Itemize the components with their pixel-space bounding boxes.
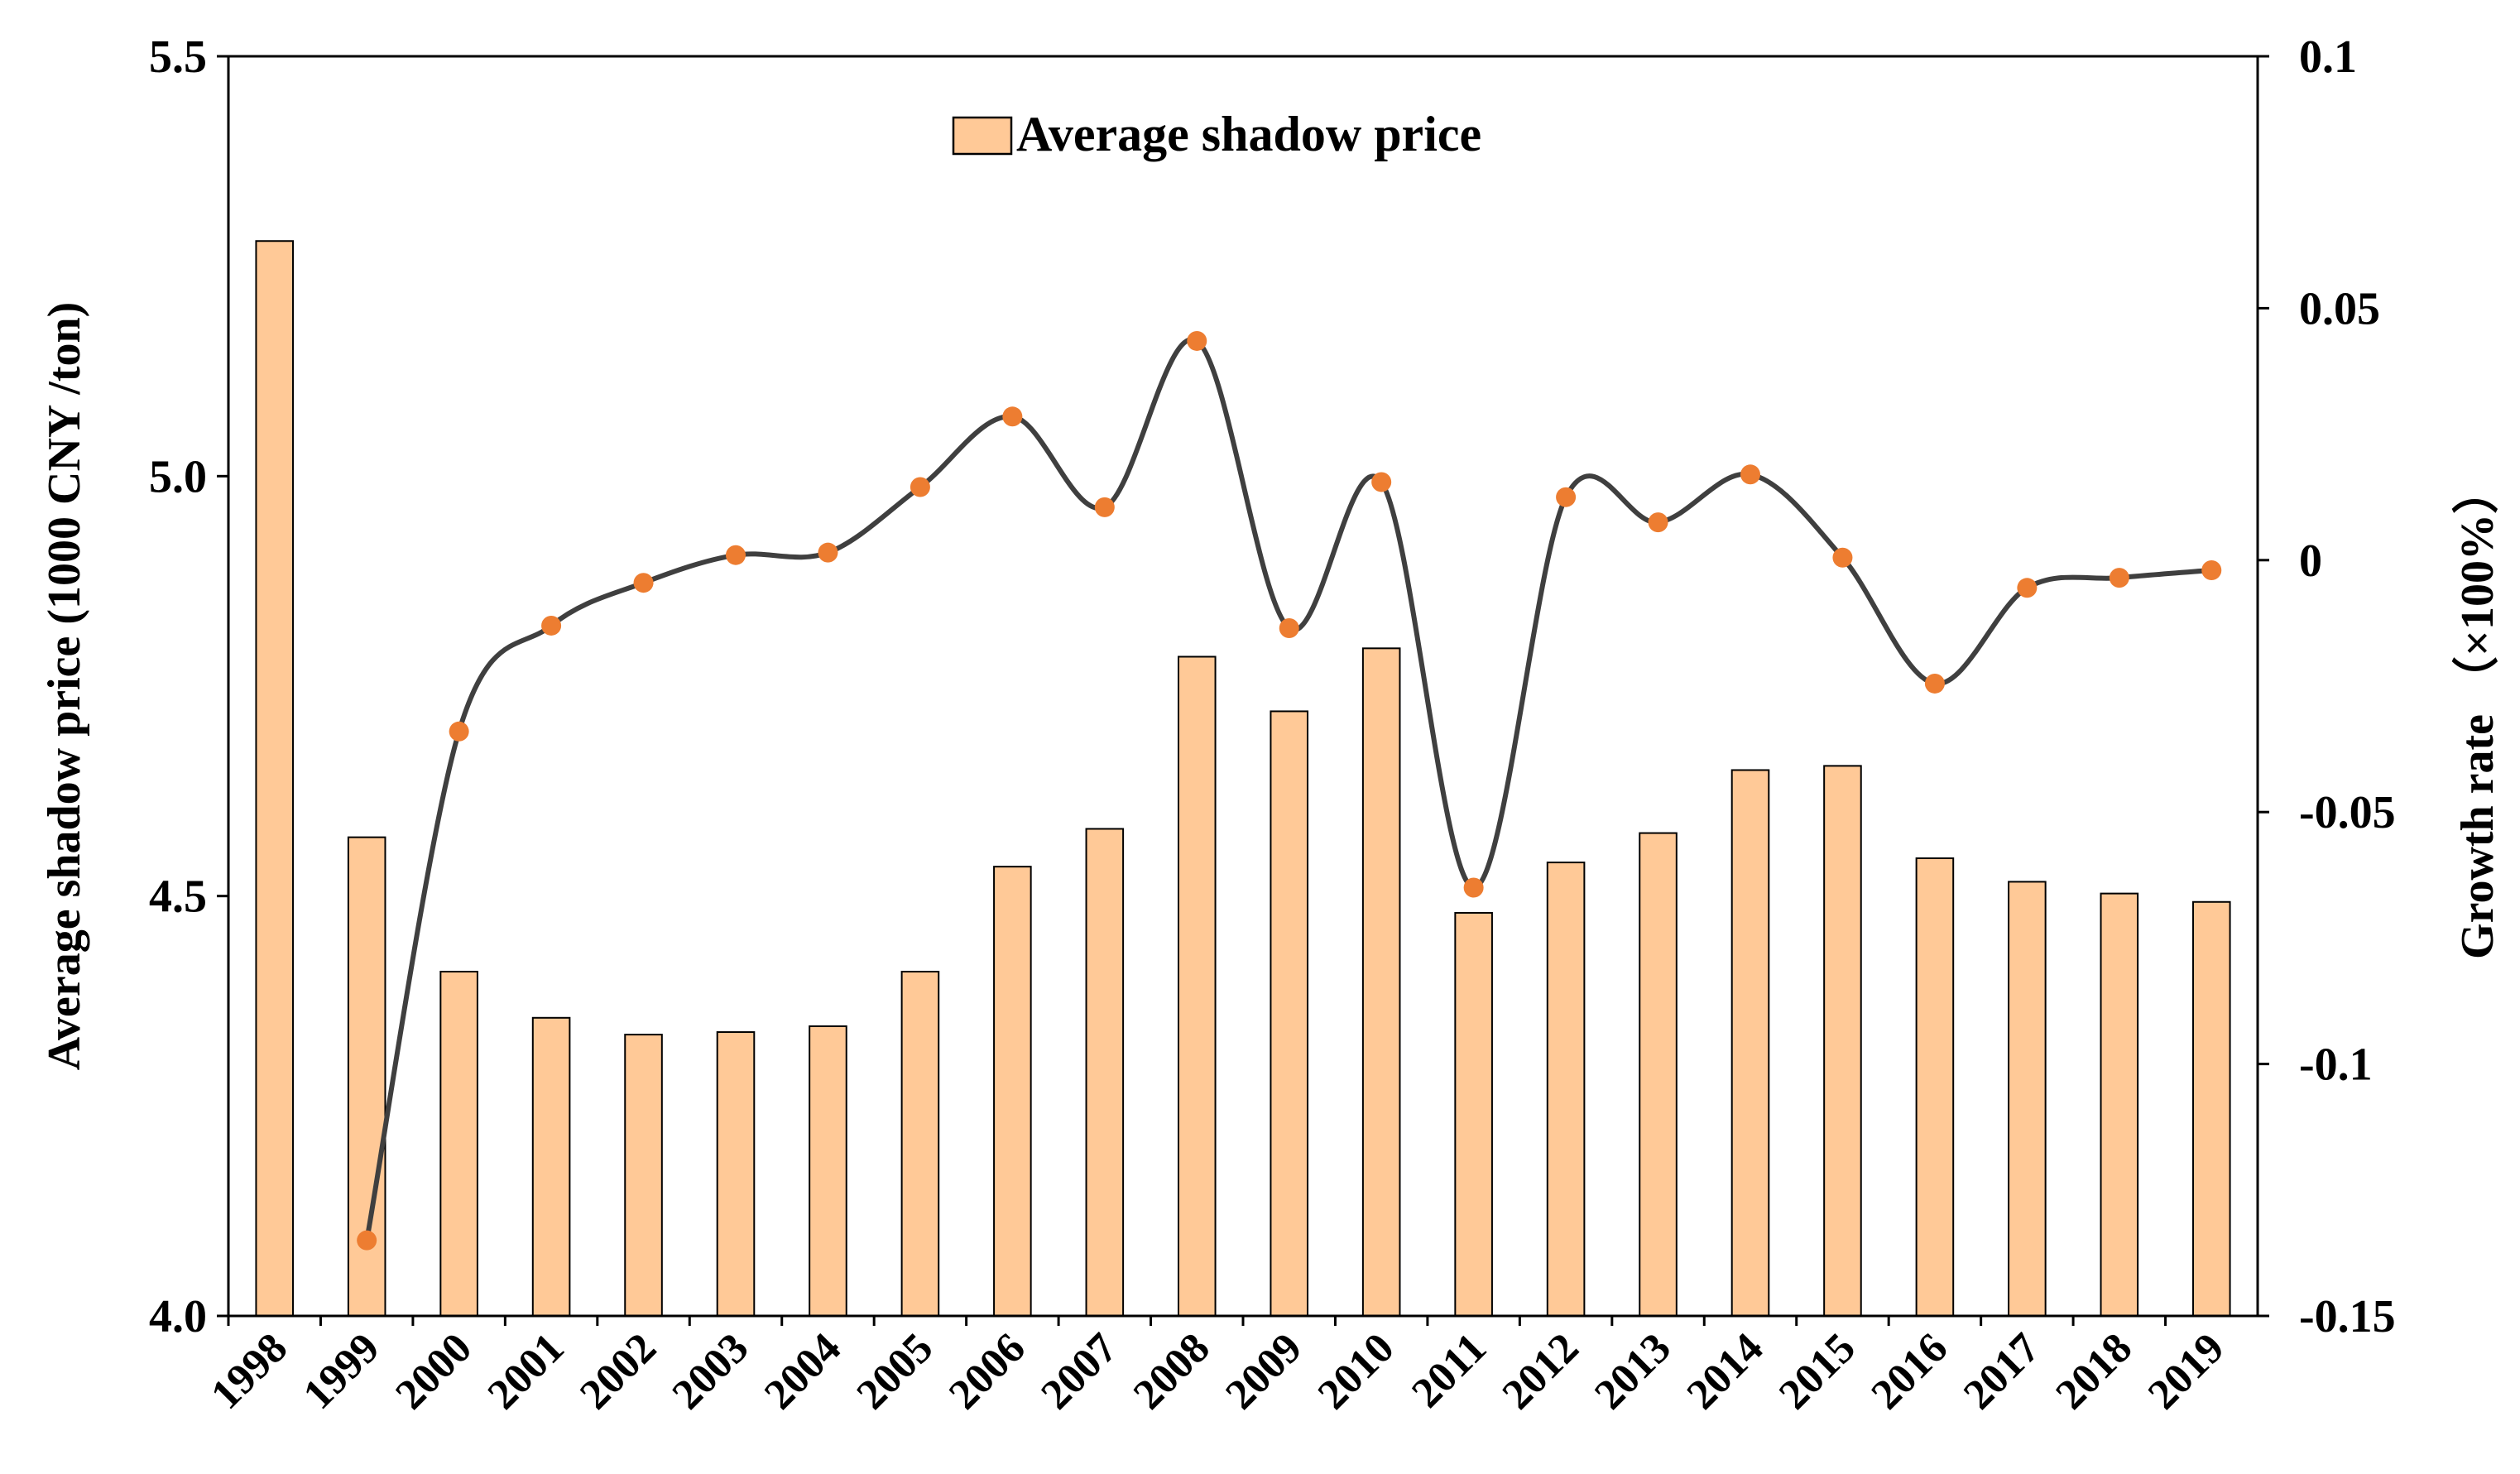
x-tick-label-2001: 2001 <box>479 1324 574 1419</box>
growth-point-2018 <box>2109 568 2129 588</box>
y-left-tick-label: 5.5 <box>149 31 207 83</box>
y-right-tick-label: -0.05 <box>2299 787 2396 838</box>
y-left-tick-label: 5.0 <box>149 451 207 502</box>
x-tick-label-2018: 2018 <box>2047 1324 2141 1419</box>
x-tick-label-2002: 2002 <box>571 1324 665 1419</box>
bar-2002 <box>624 1034 663 1317</box>
x-tick-label-2016: 2016 <box>1863 1324 1957 1419</box>
growth-point-2001 <box>541 615 562 636</box>
line-layer <box>357 330 2222 1251</box>
x-tick-label-2017: 2017 <box>1955 1324 2049 1419</box>
y-right-tick-label: -0.1 <box>2299 1039 2373 1091</box>
growth-point-2019 <box>2201 559 2222 580</box>
bar-1998 <box>255 240 295 1318</box>
bar-2011 <box>1454 911 1493 1317</box>
bar-2017 <box>2008 881 2047 1318</box>
x-tick-label-2004: 2004 <box>756 1324 850 1419</box>
growth-point-2017 <box>2017 578 2038 598</box>
legend: Average shadow price <box>952 107 1481 161</box>
y-right-tick-label: -0.15 <box>2299 1291 2396 1342</box>
bar-2014 <box>1730 769 1770 1317</box>
bar-2018 <box>2100 892 2139 1317</box>
growth-point-2004 <box>818 542 838 563</box>
x-tick-label-2015: 2015 <box>1770 1324 1865 1419</box>
x-tick-label-2006: 2006 <box>940 1324 1034 1419</box>
legend-swatch <box>952 116 1013 156</box>
bar-2006 <box>993 866 1032 1317</box>
x-tick-label-1998: 1998 <box>202 1324 296 1419</box>
bar-2007 <box>1085 828 1125 1317</box>
growth-point-2003 <box>726 545 746 565</box>
bar-2013 <box>1639 832 1678 1317</box>
bar-2004 <box>809 1025 847 1317</box>
y-right-tick-label: 0 <box>2299 535 2322 587</box>
y-right-tick-label: 0.05 <box>2299 283 2380 334</box>
bar-2005 <box>900 970 940 1317</box>
growth-point-2007 <box>1094 497 1115 517</box>
x-tick-label-1999: 1999 <box>295 1324 389 1419</box>
growth-point-2009 <box>1279 617 1299 638</box>
growth-point-2011 <box>1463 877 1484 898</box>
bar-2001 <box>531 1016 571 1318</box>
growth-point-2013 <box>1648 512 1668 533</box>
y-left-axis-title: Average shadow price (1000 CNY /ton) <box>39 302 90 1071</box>
growth-point-1999 <box>357 1230 377 1251</box>
growth-point-2016 <box>1924 673 1945 694</box>
y-right-axis-title: Growth rate （×100%） <box>2451 468 2503 959</box>
x-tick-label-2014: 2014 <box>1678 1324 1773 1419</box>
growth-point-2012 <box>1556 487 1577 507</box>
bar-2015 <box>1823 765 1862 1317</box>
bar-2019 <box>2191 900 2231 1318</box>
ticks-layer <box>217 55 2269 1326</box>
x-tick-label-2003: 2003 <box>664 1324 758 1419</box>
growth-point-2002 <box>633 573 654 593</box>
x-tick-label-2007: 2007 <box>1032 1324 1126 1419</box>
bar-2010 <box>1361 647 1401 1317</box>
x-tick-label-2009: 2009 <box>1217 1324 1311 1419</box>
growth-point-2014 <box>1740 464 1760 485</box>
x-tick-label-2005: 2005 <box>848 1324 943 1419</box>
x-tick-label-2013: 2013 <box>1586 1324 1680 1419</box>
growth-point-2015 <box>1832 547 1853 568</box>
growth-point-2008 <box>1187 330 1207 351</box>
legend-label: Average shadow price <box>1016 107 1481 161</box>
bar-2003 <box>716 1031 756 1318</box>
x-tick-label-2008: 2008 <box>1125 1324 1219 1419</box>
growth-point-2005 <box>910 477 930 497</box>
x-tick-label-2010: 2010 <box>1309 1324 1404 1419</box>
bars-layer <box>255 240 2231 1318</box>
x-tick-label-2012: 2012 <box>1494 1324 1588 1419</box>
growth-point-2000 <box>449 721 469 742</box>
y-left-tick-label: 4.0 <box>149 1291 207 1342</box>
x-tick-label-2019: 2019 <box>2139 1324 2234 1419</box>
bar-2008 <box>1177 655 1217 1317</box>
growth-point-2010 <box>1371 472 1392 492</box>
growth-point-2006 <box>1002 406 1023 427</box>
bar-2012 <box>1546 862 1586 1317</box>
bar-2000 <box>439 970 478 1317</box>
y-left-tick-label: 4.5 <box>149 871 207 923</box>
bar-2009 <box>1270 710 1309 1317</box>
x-tick-label-2000: 2000 <box>386 1324 481 1419</box>
x-tick-label-2011: 2011 <box>1403 1324 1495 1417</box>
bar-2016 <box>1915 857 1955 1317</box>
y-right-tick-label: 0.1 <box>2299 31 2357 83</box>
